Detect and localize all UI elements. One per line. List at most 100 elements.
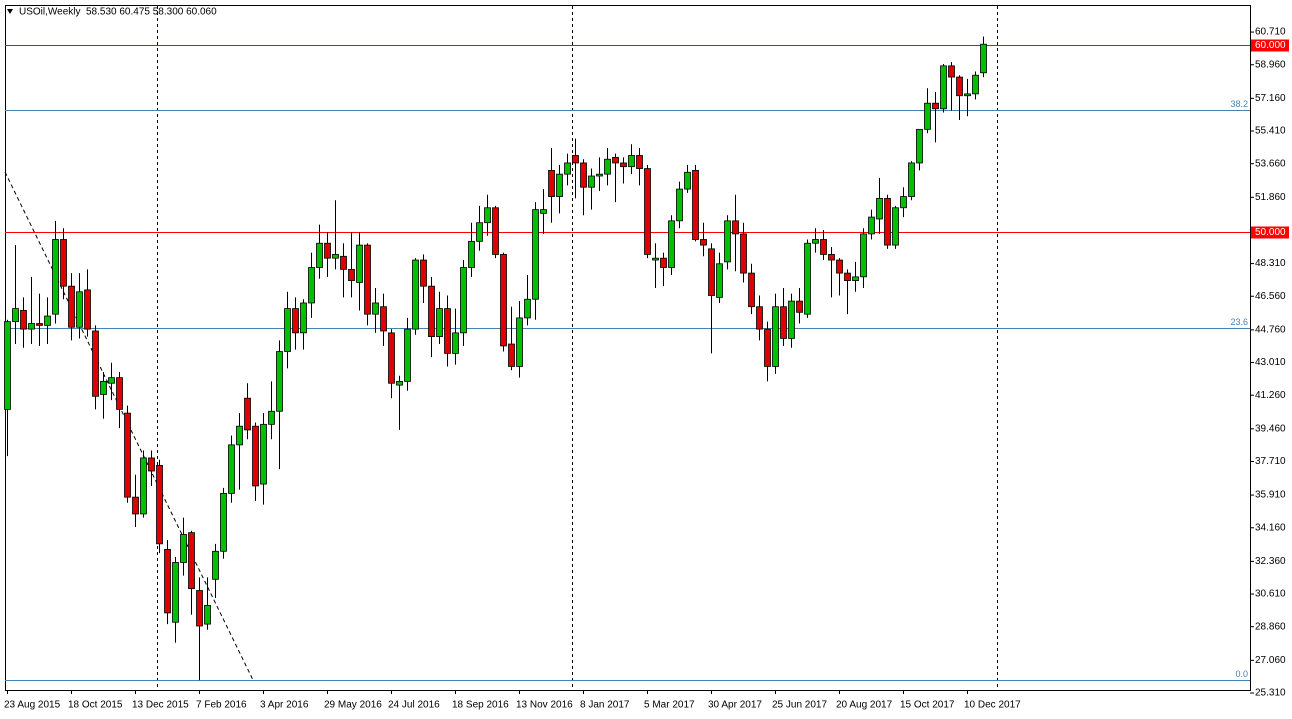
x-tick-label: 24 Jul 2016 (388, 700, 440, 711)
candle-body (940, 65, 947, 110)
x-tick-label: 13 Nov 2016 (516, 700, 573, 711)
candle-body (852, 276, 859, 281)
candle-body (716, 263, 723, 298)
candle-body (924, 102, 931, 130)
x-tick-label: 25 Jun 2017 (772, 700, 827, 711)
fibo-label: 38.2 (1230, 99, 1248, 109)
menu-triangle[interactable] (7, 9, 13, 14)
candle-body (84, 289, 91, 330)
candle-body (76, 291, 83, 328)
x-tick-label: 30 Apr 2017 (708, 700, 762, 711)
candle-body (300, 302, 307, 334)
candle-body (916, 128, 923, 164)
candle-body (740, 233, 747, 274)
candle-body (908, 162, 915, 197)
candle-body (180, 534, 187, 563)
candle-body (236, 425, 243, 446)
candle-body (932, 102, 939, 110)
candle-body (140, 457, 147, 515)
candle-body (556, 173, 563, 197)
candle-body (68, 285, 75, 328)
candle-body (124, 412, 131, 498)
candle-body (660, 257, 667, 268)
candle-body (892, 207, 899, 246)
candle-body (108, 377, 115, 384)
x-tick-label: 13 Dec 2015 (132, 700, 189, 711)
candle-body (972, 74, 979, 95)
candle-body (476, 222, 483, 242)
candle-body (652, 257, 659, 261)
level-label-box (1251, 226, 1289, 239)
candle-body (540, 209, 547, 214)
candle-body (196, 590, 203, 627)
candle-body (500, 254, 507, 347)
candle-body (340, 255, 347, 270)
candle-body (548, 170, 555, 197)
candle-body (356, 244, 363, 283)
candle-body (212, 550, 219, 580)
candle-body (732, 220, 739, 235)
candle-body (692, 170, 699, 240)
candle-body (316, 242, 323, 268)
candle-body (724, 220, 731, 263)
x-tick-label: 29 May 2016 (324, 700, 382, 711)
candle-body (100, 380, 107, 395)
y-tick-label: 27.060 (1255, 655, 1286, 666)
candle-body (580, 162, 587, 188)
candle-body (964, 93, 971, 97)
candle-body (164, 549, 171, 614)
y-tick-label: 57.160 (1255, 93, 1286, 104)
x-tick-label: 23 Aug 2015 (4, 700, 61, 711)
candle-body (492, 207, 499, 255)
candle-body (796, 300, 803, 313)
y-tick-label: 43.010 (1255, 357, 1286, 368)
y-tick-label: 30.610 (1255, 589, 1286, 600)
candle-body (44, 315, 51, 326)
candle-body (756, 306, 763, 330)
x-tick-label: 10 Dec 2017 (964, 700, 1021, 711)
candle-body (668, 220, 675, 268)
level-label: 60.000 (1255, 40, 1286, 51)
candle-body (676, 188, 683, 222)
candle-body (468, 240, 475, 268)
candle-body (292, 308, 299, 334)
candle-body (172, 562, 179, 623)
candle-body (876, 198, 883, 220)
candle-body (380, 306, 387, 332)
y-tick-label: 55.410 (1255, 126, 1286, 137)
candle-body (948, 65, 955, 78)
candle-body (260, 423, 267, 485)
candle-body (604, 158, 611, 175)
y-tick-label: 37.710 (1255, 456, 1286, 467)
level-label: 50.000 (1255, 227, 1286, 238)
y-tick-label: 58.960 (1255, 59, 1286, 70)
candle-body (204, 605, 211, 625)
y-tick-label: 41.260 (1255, 390, 1286, 401)
candle-body (708, 248, 715, 296)
candle-body (700, 239, 707, 246)
candle-body (820, 239, 827, 255)
ohlc-readout: 58.530 60.475 58.300 60.060 (86, 7, 217, 18)
candle-body (516, 317, 523, 367)
x-tick-label: 8 Jan 2017 (580, 700, 630, 711)
candle-body (524, 298, 531, 319)
candle-body (372, 302, 379, 315)
candle-body (836, 259, 843, 274)
y-tick-label: 44.760 (1255, 325, 1286, 336)
candle-body (868, 216, 875, 235)
y-tick-label: 32.360 (1255, 556, 1286, 567)
candle-body (860, 233, 867, 278)
candle-body (276, 351, 283, 412)
candle-body (252, 425, 259, 487)
candle-body (364, 244, 371, 315)
candle-body (884, 198, 891, 246)
candle-body (4, 321, 11, 410)
y-tick-label: 60.710 (1255, 27, 1286, 38)
candle-body (244, 397, 251, 431)
y-tick-label: 46.560 (1255, 291, 1286, 302)
candle-body (684, 171, 691, 190)
candle-body (588, 175, 595, 188)
candle-body (900, 196, 907, 209)
candle-body (52, 239, 59, 315)
candle-body (36, 323, 43, 326)
